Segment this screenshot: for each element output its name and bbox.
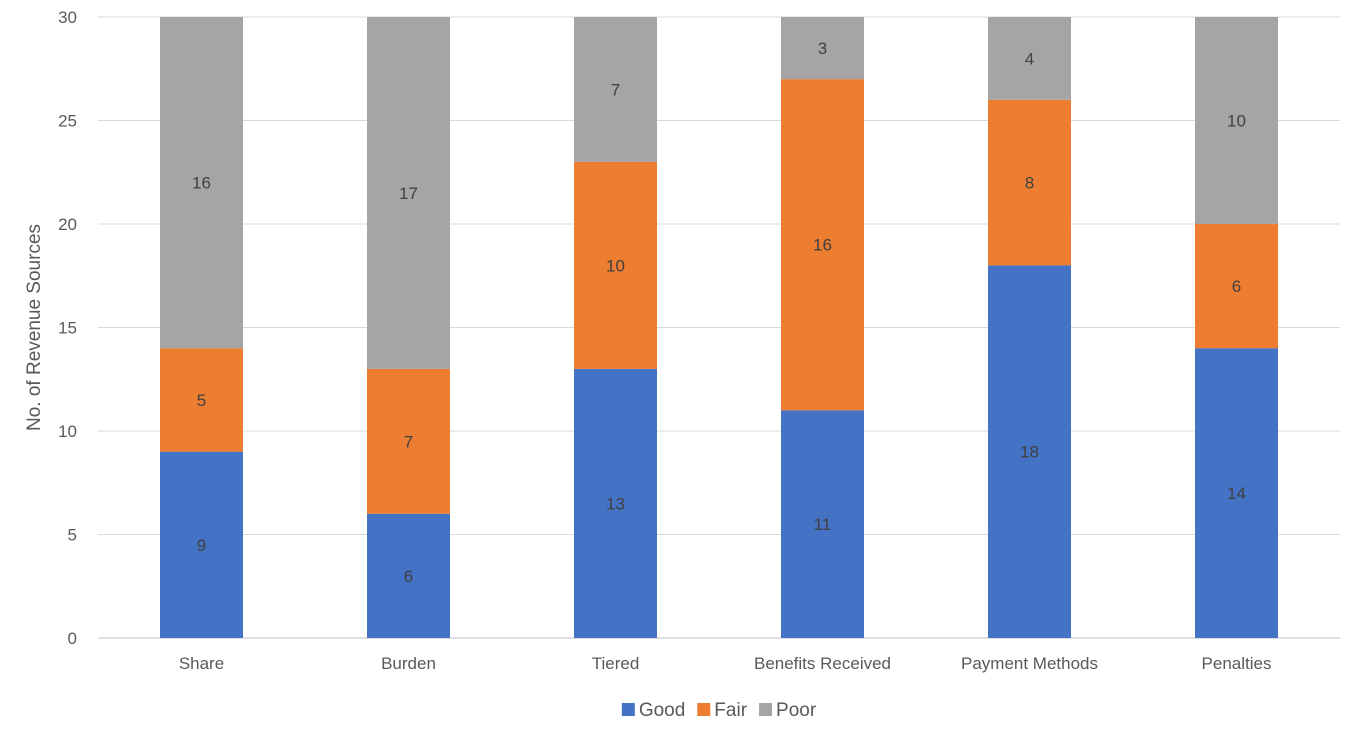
bar-poor (1195, 17, 1278, 224)
data-label: 8 (1025, 174, 1034, 193)
bar-good (988, 265, 1071, 638)
data-label: 7 (404, 432, 413, 451)
data-label: 11 (814, 515, 832, 534)
bar-fair (988, 99, 1071, 266)
bar-good (160, 451, 243, 638)
data-label: 13 (606, 494, 625, 513)
data-label: 6 (1232, 277, 1241, 296)
data-label: 14 (1227, 484, 1246, 503)
bar-fair (574, 161, 657, 369)
legend-swatch (697, 703, 711, 716)
bar-fair (1195, 224, 1278, 349)
y-tick-label: 5 (68, 526, 77, 545)
data-label: 16 (813, 236, 832, 255)
bar-poor (781, 17, 864, 80)
y-tick-label: 0 (68, 629, 77, 648)
bar-poor (988, 17, 1071, 100)
data-label: 9 (197, 536, 206, 555)
legend-item: Fair (697, 700, 748, 721)
data-label: 18 (1020, 443, 1039, 462)
bars (160, 17, 1278, 638)
legend-label: Poor (776, 700, 817, 721)
y-tick-label: 15 (58, 319, 77, 338)
bar-good (1195, 348, 1278, 638)
legend-swatch (621, 703, 635, 716)
bar-poor (160, 17, 243, 349)
legend-item: Good (621, 700, 685, 721)
y-tick-label: 25 (58, 112, 77, 131)
x-tick-label: Payment Methods (961, 654, 1098, 673)
legend-item: Poor (759, 700, 817, 721)
bar-good (574, 368, 657, 638)
x-tick-label: Penalties (1202, 654, 1272, 673)
bar-poor (574, 17, 657, 162)
data-label: 17 (399, 184, 418, 203)
y-tick-label: 20 (58, 215, 77, 234)
y-tick-label: 10 (58, 422, 77, 441)
data-label: 16 (192, 174, 211, 193)
axes: 0 5 10 15 20 25 30 No. of Revenue Sources Share B… (24, 8, 1271, 673)
data-label: 5 (197, 391, 206, 410)
bar-good (367, 513, 450, 638)
data-label: 7 (611, 80, 620, 99)
bar-fair (367, 368, 450, 514)
x-tick-label: Benefits Received (754, 654, 891, 673)
bar-fair (160, 348, 243, 452)
bar-fair (781, 79, 864, 411)
data-label: 10 (1227, 112, 1246, 131)
x-tick-label: Share (179, 654, 224, 673)
y-tick-label: 30 (58, 8, 77, 27)
data-label: 6 (404, 567, 413, 586)
data-labels: 9 5 16 6 7 17 13 10 7 11 16 3 18 8 4 14 6 10 (192, 39, 1246, 586)
x-tick-label: Tiered (592, 654, 640, 673)
data-label: 10 (606, 256, 625, 275)
y-axis-title: No. of Revenue Sources (24, 224, 45, 431)
legend-label: Fair (714, 700, 747, 721)
x-tick-label: Burden (381, 654, 436, 673)
legend-label: Good (639, 700, 685, 721)
bar-poor (367, 17, 450, 369)
legend: Good Fair Poor (621, 700, 817, 721)
legend-swatch (759, 703, 773, 716)
data-label: 3 (818, 39, 827, 58)
bar-good (781, 410, 864, 638)
data-label: 4 (1025, 49, 1034, 68)
gridlines (98, 16, 1340, 639)
